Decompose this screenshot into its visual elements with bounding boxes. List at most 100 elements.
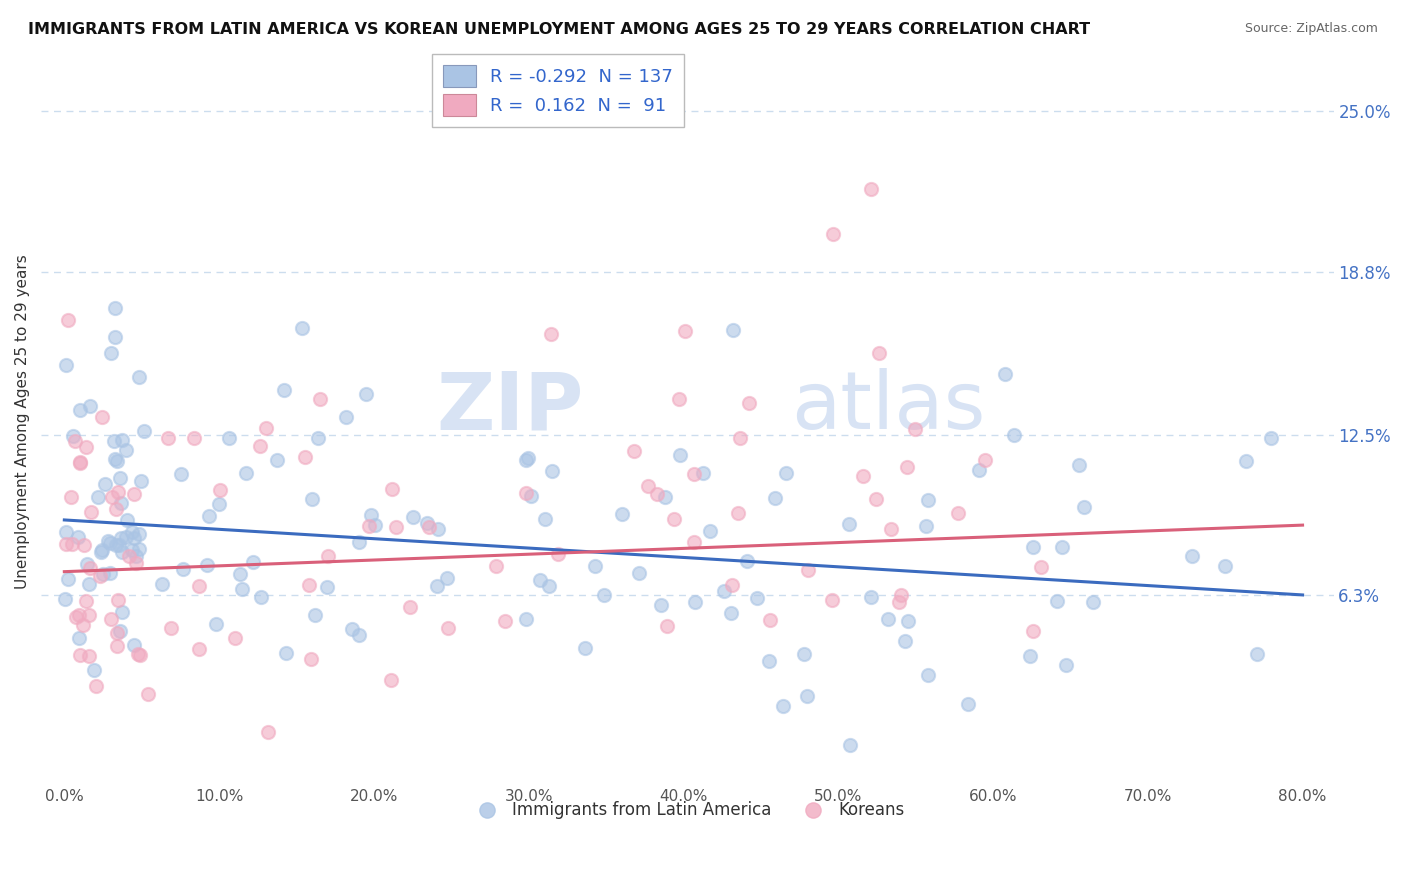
Point [359, 519, 381, 533]
Point [77, 607, 100, 622]
Point [103, 434, 125, 448]
Point [128, 370, 150, 384]
Point [316, 549, 339, 563]
Point [69, 648, 91, 662]
Point [105, 625, 128, 640]
Point [105, 454, 128, 468]
Point [436, 571, 458, 585]
Point [893, 633, 915, 648]
Point [188, 642, 211, 657]
Point [868, 346, 890, 360]
Point [418, 520, 440, 534]
Point [79, 505, 101, 519]
Point [110, 531, 132, 545]
Point [683, 467, 706, 482]
Point [540, 464, 562, 478]
Point [1234, 454, 1257, 468]
Point [416, 516, 439, 530]
Point [759, 613, 782, 627]
Point [721, 578, 744, 592]
Point [97, 533, 120, 548]
Point [796, 689, 818, 703]
Point [229, 566, 252, 581]
Text: IMMIGRANTS FROM LATIN AMERICA VS KOREAN UNEMPLOYMENT AMONG AGES 25 TO 29 YEARS C: IMMIGRANTS FROM LATIN AMERICA VS KOREAN … [28, 22, 1090, 37]
Point [647, 487, 669, 501]
Point [1002, 428, 1025, 442]
Point [218, 431, 240, 445]
Point [136, 687, 159, 701]
Point [574, 640, 596, 655]
Point [494, 614, 516, 628]
Point [128, 541, 150, 556]
Point [623, 444, 645, 458]
Point [75, 594, 97, 608]
Point [880, 522, 903, 536]
Point [699, 524, 721, 538]
Point [723, 323, 745, 337]
Point [124, 557, 146, 571]
Point [967, 463, 990, 477]
Point [402, 510, 425, 524]
Point [1213, 559, 1236, 574]
Point [104, 329, 127, 343]
Point [77, 577, 100, 591]
Point [692, 466, 714, 480]
Point [890, 588, 912, 602]
Point [655, 618, 678, 632]
Point [274, 646, 297, 660]
Point [67, 631, 90, 645]
Point [1046, 594, 1069, 608]
Point [683, 534, 706, 549]
Point [745, 591, 768, 605]
Point [426, 579, 449, 593]
Point [87, 490, 110, 504]
Point [160, 620, 183, 634]
Point [60, 537, 83, 551]
Point [1050, 540, 1073, 554]
Point [72, 618, 94, 632]
Legend: Immigrants from Latin America, Koreans: Immigrants from Latin America, Koreans [464, 795, 911, 826]
Point [55, 524, 77, 539]
Point [100, 566, 122, 580]
Point [111, 433, 134, 447]
Point [249, 590, 271, 604]
Point [107, 593, 129, 607]
Point [170, 467, 193, 482]
Point [100, 612, 122, 626]
Point [796, 563, 818, 577]
Text: ZIP: ZIP [437, 368, 583, 446]
Point [62, 429, 84, 443]
Point [720, 606, 742, 620]
Point [821, 593, 844, 607]
Point [838, 516, 860, 531]
Point [683, 594, 706, 608]
Point [654, 490, 676, 504]
Point [354, 386, 377, 401]
Point [917, 493, 939, 508]
Point [793, 647, 815, 661]
Point [593, 588, 616, 602]
Point [172, 562, 194, 576]
Point [55, 358, 77, 372]
Point [79, 399, 101, 413]
Point [242, 556, 264, 570]
Point [67, 607, 90, 622]
Point [58, 573, 80, 587]
Point [540, 326, 562, 341]
Point [515, 453, 537, 467]
Point [735, 554, 758, 568]
Point [195, 558, 218, 573]
Point [917, 668, 939, 682]
Point [294, 450, 316, 464]
Point [347, 628, 370, 642]
Point [77, 649, 100, 664]
Point [91, 543, 114, 558]
Point [183, 431, 205, 445]
Point [360, 508, 382, 522]
Point [105, 639, 128, 653]
Point [974, 453, 997, 467]
Point [865, 491, 887, 506]
Point [994, 367, 1017, 381]
Point [309, 392, 332, 406]
Point [83, 663, 105, 677]
